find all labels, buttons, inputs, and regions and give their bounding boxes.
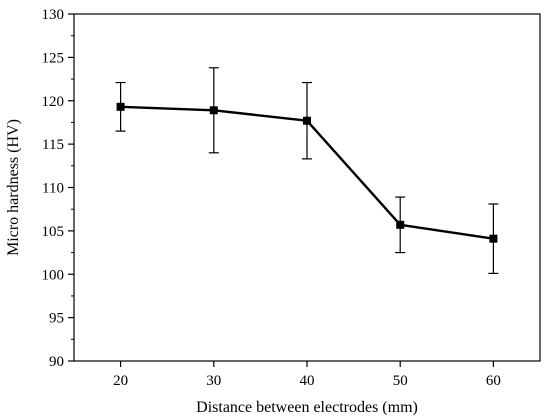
y-tick-label: 115	[42, 137, 64, 153]
y-tick-label: 105	[42, 224, 65, 240]
data-markers	[116, 102, 498, 243]
x-tick-label: 30	[206, 373, 221, 389]
y-tick-label: 130	[42, 7, 65, 23]
data-point	[396, 220, 405, 229]
plot-frame	[73, 13, 541, 362]
y-tick-label: 120	[42, 94, 65, 110]
data-point	[209, 106, 218, 115]
error-bars	[115, 67, 499, 274]
x-axis-label: Distance between electrodes (mm)	[196, 399, 418, 416]
tick-labels: 20 30 40 50 60 90 95 100 105 110 115 120 125 130	[42, 7, 501, 389]
y-tick-label: 90	[49, 354, 64, 370]
y-tick-label: 100	[42, 267, 65, 283]
y-tick-label: 125	[42, 50, 65, 66]
ticks	[68, 13, 494, 367]
x-tick-label: 40	[300, 373, 315, 389]
x-tick-label: 50	[393, 373, 408, 389]
data-point	[303, 116, 311, 125]
x-tick-label: 20	[113, 373, 128, 389]
x-tick-label: 60	[486, 373, 501, 389]
y-tick-label: 110	[42, 181, 64, 197]
data-point	[489, 234, 498, 243]
y-tick-label: 95	[49, 311, 64, 327]
data-point	[116, 102, 125, 111]
y-axis-label: Micro hardness (HV)	[5, 119, 22, 256]
